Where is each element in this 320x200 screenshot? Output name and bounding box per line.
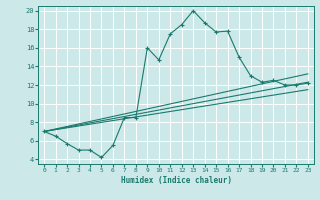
X-axis label: Humidex (Indice chaleur): Humidex (Indice chaleur) — [121, 176, 231, 185]
